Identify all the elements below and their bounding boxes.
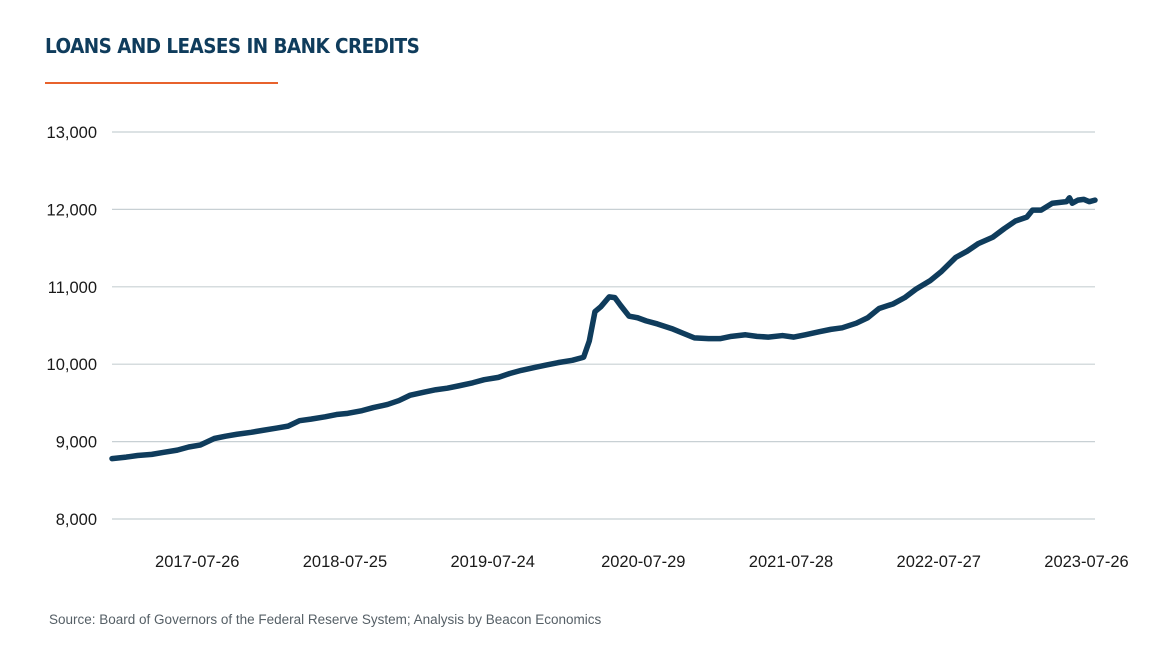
y-tick-label: 12,000 (47, 201, 97, 219)
title-underline (45, 82, 278, 84)
y-tick-label: 11,000 (48, 279, 97, 297)
x-tick-label: 2019-07-24 (450, 553, 534, 571)
x-tick-label: 2023-07-26 (1044, 553, 1128, 571)
series-line (109, 195, 1098, 462)
x-tick-label: 2018-07-25 (303, 553, 387, 571)
y-tick-label: 10,000 (47, 356, 97, 374)
y-tick-label: 8,000 (56, 511, 97, 529)
y-axis-ticks: 8,000 9,000 10,000 11,000 12,000 13,000 (47, 124, 97, 529)
source-note: Source: Board of Governors of the Federa… (49, 612, 602, 627)
x-tick-label: 2021-07-28 (749, 553, 833, 571)
y-tick-label: 9,000 (56, 434, 97, 452)
chart-title: LOANS AND LEASES IN BANK CREDITS (45, 34, 420, 58)
series-layer (109, 195, 1098, 462)
y-tick-label: 13,000 (47, 124, 97, 142)
x-tick-label: 2020-07-29 (601, 553, 685, 571)
x-tick-label: 2017-07-26 (155, 553, 239, 571)
grid-lines (112, 131, 1095, 520)
x-tick-label: 2022-07-27 (897, 553, 981, 571)
x-axis-ticks: 2017-07-26 2018-07-25 2019-07-24 2020-07-29… (155, 553, 1129, 571)
